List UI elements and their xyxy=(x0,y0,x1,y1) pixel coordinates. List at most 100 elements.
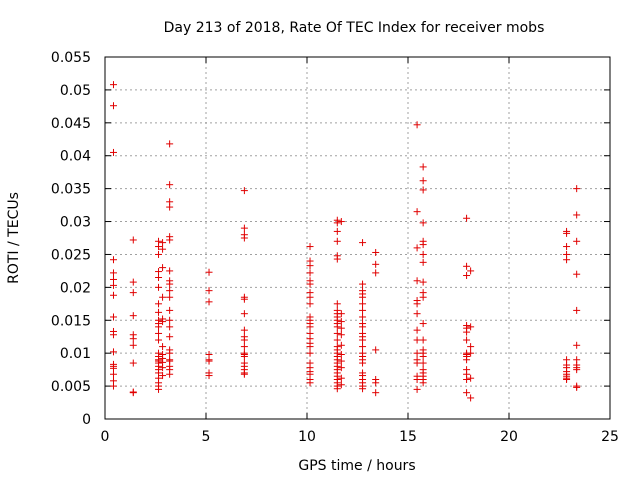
data-point xyxy=(359,323,367,331)
data-point xyxy=(159,364,167,372)
data-point xyxy=(333,336,341,344)
data-point xyxy=(419,278,427,286)
grid-lines xyxy=(105,57,610,419)
x-tick-labels: 0 5 10 15 20 25 xyxy=(101,429,619,445)
x-tick-label: 5 xyxy=(202,429,211,445)
data-point xyxy=(419,219,427,227)
data-point xyxy=(337,318,345,326)
data-point xyxy=(413,349,421,357)
data-point xyxy=(573,383,581,391)
data-point xyxy=(240,326,248,334)
x-tick-label: 20 xyxy=(500,429,518,445)
data-point xyxy=(463,356,471,364)
data-point xyxy=(166,323,174,331)
data-point xyxy=(159,372,167,380)
x-tick-label: 10 xyxy=(298,429,316,445)
data-point xyxy=(359,239,367,247)
y-tick-label: 0 xyxy=(82,412,91,428)
data-point xyxy=(563,243,571,251)
data-point xyxy=(372,248,380,256)
data-point xyxy=(166,316,174,324)
x-tick-label: 0 xyxy=(101,429,110,445)
data-point xyxy=(419,320,427,328)
data-point xyxy=(129,359,137,367)
data-point xyxy=(419,293,427,301)
data-point xyxy=(372,269,380,277)
data-point xyxy=(240,336,248,344)
data-point xyxy=(563,376,571,384)
data-point xyxy=(333,227,341,235)
data-point xyxy=(419,186,427,194)
data-point xyxy=(573,341,581,349)
data-point xyxy=(159,293,167,301)
data-point xyxy=(129,335,137,343)
data-point xyxy=(109,281,117,289)
data-point xyxy=(419,241,427,249)
data-points xyxy=(109,81,581,402)
data-point xyxy=(240,224,248,232)
data-point xyxy=(573,185,581,193)
data-point xyxy=(109,275,117,283)
data-point xyxy=(306,323,314,331)
data-point xyxy=(129,236,137,244)
data-point xyxy=(155,283,163,291)
y-tick-label: 0.005 xyxy=(51,379,91,395)
data-point xyxy=(129,278,137,286)
data-point xyxy=(337,218,345,226)
data-point xyxy=(467,374,475,382)
y-tick-label: 0.035 xyxy=(51,182,91,198)
data-point xyxy=(129,389,137,397)
data-point xyxy=(155,308,163,316)
data-point xyxy=(166,181,174,189)
data-point xyxy=(166,293,174,301)
data-point xyxy=(419,258,427,266)
data-point xyxy=(359,336,367,344)
data-point xyxy=(463,262,471,270)
data-point xyxy=(337,341,345,349)
data-point xyxy=(155,273,163,281)
data-point xyxy=(467,343,475,351)
data-point xyxy=(155,243,163,251)
data-point xyxy=(463,389,471,397)
data-point xyxy=(109,256,117,264)
data-point xyxy=(419,336,427,344)
data-point xyxy=(573,306,581,314)
data-point xyxy=(166,236,174,244)
data-point xyxy=(413,310,421,318)
data-point xyxy=(573,270,581,278)
data-point xyxy=(359,293,367,301)
data-point xyxy=(333,219,341,227)
data-point xyxy=(159,343,167,351)
data-point xyxy=(109,370,117,378)
data-point xyxy=(155,329,163,337)
data-point xyxy=(337,331,345,339)
data-point xyxy=(467,323,475,331)
data-point xyxy=(205,372,213,380)
data-point xyxy=(333,385,341,393)
data-point xyxy=(333,300,341,308)
data-point xyxy=(413,277,421,285)
y-tick-label: 0.01 xyxy=(60,346,91,362)
data-point xyxy=(166,280,174,288)
y-tick-labels: 0 0.005 0.01 0.015 0.02 0.025 0.03 0.035 0.04 0.0… xyxy=(51,50,91,428)
data-point xyxy=(306,343,314,351)
data-point xyxy=(463,328,471,336)
data-point xyxy=(463,272,471,280)
data-point xyxy=(333,255,341,263)
data-point xyxy=(573,211,581,219)
y-tick-label: 0.05 xyxy=(60,83,91,99)
data-point xyxy=(166,203,174,211)
data-point xyxy=(205,287,213,295)
data-point xyxy=(109,291,117,299)
data-point xyxy=(240,343,248,351)
y-tick-label: 0.055 xyxy=(51,50,91,66)
y-tick-label: 0.015 xyxy=(51,313,91,329)
x-axis-title: GPS time / hours xyxy=(298,458,415,474)
data-point xyxy=(359,343,367,351)
data-point xyxy=(166,287,174,295)
data-point xyxy=(463,336,471,344)
data-point xyxy=(306,293,314,301)
data-point xyxy=(372,346,380,354)
data-point xyxy=(166,306,174,314)
